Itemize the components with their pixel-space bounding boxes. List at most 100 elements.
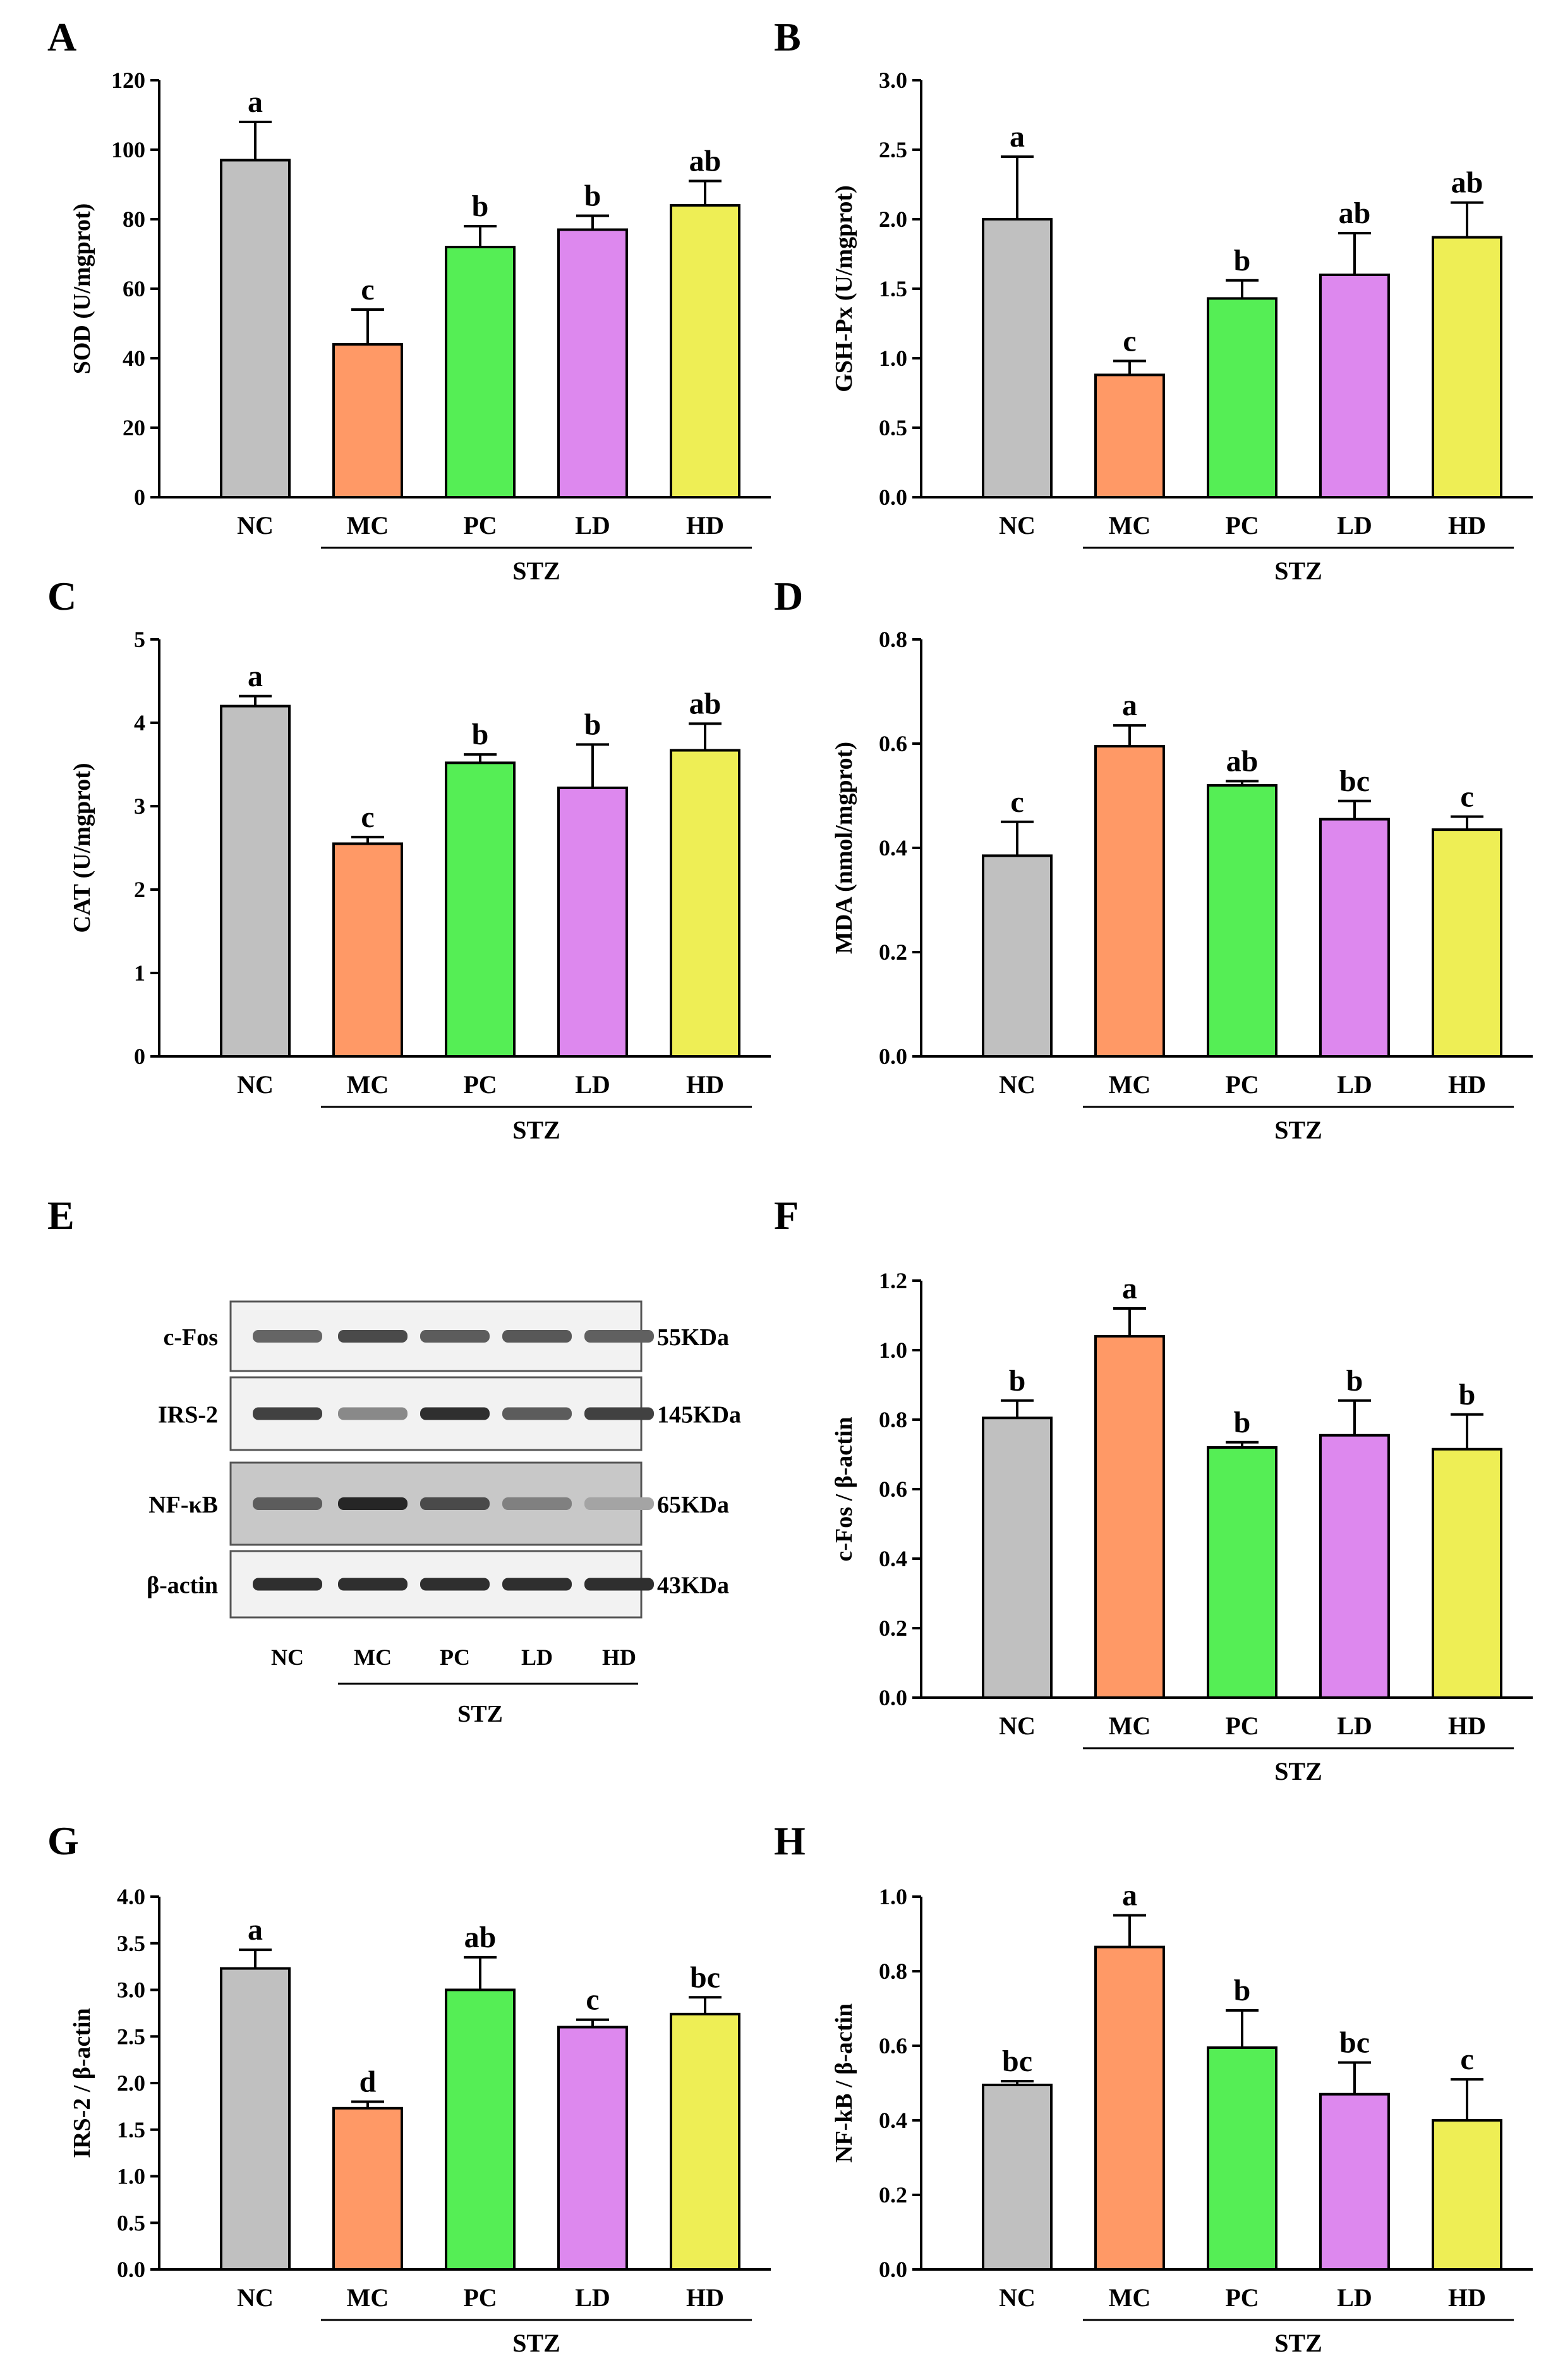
y-axis-title: c-Fos / β-actin bbox=[831, 1417, 857, 1562]
bar-ld bbox=[1319, 818, 1390, 1058]
bar-ld bbox=[557, 228, 628, 498]
lane-label: NC bbox=[271, 1645, 304, 1670]
blot-band bbox=[338, 1497, 408, 1510]
bar-pc bbox=[1207, 297, 1277, 498]
x-tick-label: MC bbox=[347, 1070, 389, 1099]
x-tick-label: HD bbox=[686, 511, 724, 540]
blot-band bbox=[420, 1578, 490, 1591]
x-tick-label: NC bbox=[999, 511, 1036, 540]
blot-band bbox=[420, 1497, 490, 1510]
blot-band bbox=[338, 1407, 408, 1420]
bar-mc bbox=[1094, 1335, 1165, 1699]
x-tick-label: PC bbox=[1225, 2283, 1259, 2312]
y-tick-label: 5 bbox=[134, 627, 145, 652]
bar-mc bbox=[332, 2106, 403, 2271]
x-tick-label: NC bbox=[237, 1070, 274, 1099]
y-axis-title: IRS-2 / β-actin bbox=[69, 2008, 95, 2158]
y-axis-title: GSH-Px (U/mgprot) bbox=[831, 185, 857, 392]
y-tick-label: 2.5 bbox=[117, 2024, 145, 2049]
y-tick-label: 2.5 bbox=[879, 137, 907, 162]
chart-panel-c: C 0 1 2 3 4 5 CAT (U/mgprot) a NC c MC b PC b LD ab HD STZ bbox=[47, 574, 771, 1144]
significance-letter: a bbox=[248, 85, 263, 119]
y-tick-label: 0.2 bbox=[879, 1616, 907, 1641]
y-tick-label: 1.0 bbox=[117, 2164, 145, 2189]
blot-band bbox=[584, 1330, 654, 1343]
x-tick-label: HD bbox=[1448, 1712, 1486, 1740]
significance-letter: c bbox=[1010, 785, 1024, 819]
y-tick-label: 3.5 bbox=[117, 1931, 145, 1956]
significance-letter: a bbox=[1122, 1879, 1137, 1912]
panel-label: C bbox=[47, 574, 76, 619]
y-tick-label: 3.0 bbox=[879, 68, 907, 93]
significance-letter: b bbox=[1234, 1406, 1251, 1439]
stz-group-label: STZ bbox=[1274, 1757, 1322, 1785]
chart-panel-d: D 0.0 0.2 0.4 0.6 0.8 MDA (nmol/mgprot) c NC a MC a… bbox=[774, 574, 1533, 1144]
significance-letter: ab bbox=[689, 145, 722, 178]
x-tick-label: LD bbox=[1337, 1712, 1372, 1740]
significance-letter: c bbox=[586, 1983, 599, 2017]
y-tick-label: 40 bbox=[123, 346, 145, 371]
band-label: IRS-2 bbox=[158, 1402, 218, 1429]
stz-group-label: STZ bbox=[1274, 2329, 1322, 2357]
significance-letter: c bbox=[361, 800, 374, 834]
bar-pc bbox=[445, 761, 516, 1058]
x-tick-label: NC bbox=[999, 1070, 1036, 1099]
x-tick-label: MC bbox=[347, 2283, 389, 2312]
y-tick-label: 1.0 bbox=[879, 1884, 907, 1909]
y-tick-label: 0.0 bbox=[879, 485, 907, 510]
stz-group-label: STZ bbox=[512, 1116, 560, 1144]
panel-label: G bbox=[47, 1818, 79, 1863]
x-tick-label: LD bbox=[1337, 1070, 1372, 1099]
y-axis-title: MDA (nmol/mgprot) bbox=[831, 742, 857, 954]
significance-letter: a bbox=[248, 660, 263, 693]
chart-panel-a: A 0 20 40 60 80 100 120 SOD (U/mgprot) a NC c MC b PC b… bbox=[47, 15, 771, 585]
blot-band bbox=[584, 1407, 654, 1420]
y-tick-label: 120 bbox=[111, 68, 145, 93]
x-tick-label: LD bbox=[575, 511, 610, 540]
y-axis-title: CAT (U/mgprot) bbox=[69, 763, 95, 933]
blot-band bbox=[502, 1578, 572, 1591]
y-tick-label: 1.2 bbox=[879, 1268, 907, 1293]
stz-group-label: STZ bbox=[457, 1701, 503, 1727]
stz-group-label: STZ bbox=[1274, 557, 1322, 585]
panel-label: E bbox=[47, 1193, 75, 1238]
blot-band bbox=[253, 1497, 322, 1510]
significance-letter: b bbox=[472, 718, 489, 751]
bar-ld bbox=[557, 2026, 628, 2271]
blot-band bbox=[584, 1497, 654, 1510]
band-label: NF-κB bbox=[148, 1492, 218, 1518]
blot-band bbox=[420, 1407, 490, 1420]
significance-letter: ab bbox=[1226, 744, 1259, 778]
blot-band bbox=[253, 1578, 322, 1591]
chart-panel-f: F 0.0 0.2 0.4 0.6 0.8 1.0 1.2 c-Fos / β-actin b NC… bbox=[774, 1193, 1533, 1785]
x-tick-label: LD bbox=[575, 2283, 610, 2312]
blot-band bbox=[338, 1330, 408, 1343]
y-tick-label: 0.8 bbox=[879, 1959, 907, 1984]
y-tick-label: 20 bbox=[123, 415, 145, 440]
significance-letter: ab bbox=[464, 1921, 497, 1954]
y-tick-label: 100 bbox=[111, 137, 145, 162]
bar-pc bbox=[445, 1988, 516, 2271]
significance-letter: b bbox=[1459, 1378, 1476, 1411]
bar-nc bbox=[982, 2083, 1053, 2271]
blot-band bbox=[584, 1578, 654, 1591]
x-tick-label: MC bbox=[1109, 2283, 1151, 2312]
bar-hd bbox=[1432, 828, 1502, 1058]
significance-letter: bc bbox=[1339, 764, 1370, 798]
significance-letter: bc bbox=[690, 1960, 720, 1994]
y-tick-label: 2.0 bbox=[117, 2070, 145, 2096]
y-tick-label: 2 bbox=[134, 877, 145, 902]
x-tick-label: NC bbox=[999, 2283, 1036, 2312]
x-tick-label: PC bbox=[1225, 511, 1259, 540]
y-tick-label: 0 bbox=[134, 485, 145, 510]
significance-letter: bc bbox=[1339, 2026, 1370, 2060]
y-tick-label: 1.5 bbox=[879, 276, 907, 301]
bar-pc bbox=[1207, 1446, 1277, 1699]
band-label: β-actin bbox=[147, 1573, 218, 1599]
bar-mc bbox=[332, 343, 403, 498]
y-tick-label: 0.0 bbox=[879, 1685, 907, 1710]
bar-hd bbox=[1432, 2119, 1502, 2271]
stz-group-label: STZ bbox=[1274, 1116, 1322, 1144]
chart-panel-g: G 0.0 0.5 1.0 1.5 2.0 2.5 3.0 3.5 4.0 IRS-2 / β-ac… bbox=[47, 1818, 771, 2357]
y-tick-label: 0.2 bbox=[879, 2182, 907, 2208]
